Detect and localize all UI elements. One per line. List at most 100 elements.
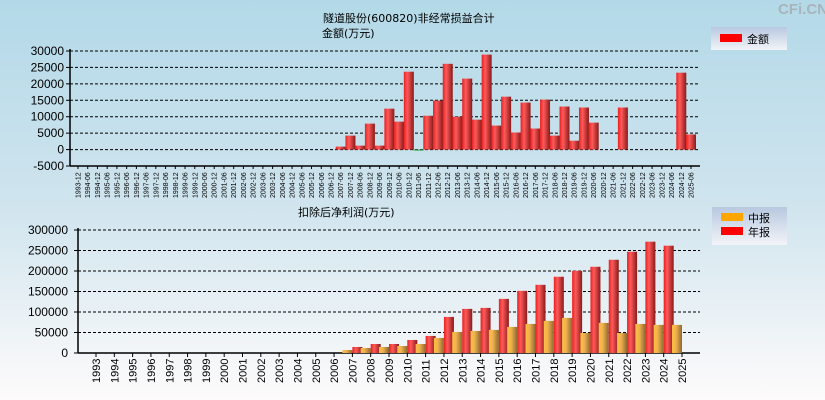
bar-interim (470, 330, 481, 353)
chart-title: 隧道股份(600820)非经常损益合计 (323, 11, 495, 25)
x-tick-label: 2005-06 (299, 172, 306, 198)
y-tick-label: 25000 (31, 60, 65, 74)
bar (374, 145, 385, 150)
bar (549, 135, 560, 150)
bar-annual (627, 251, 638, 353)
bar (403, 71, 414, 150)
x-tick-label: 2022-12 (640, 172, 647, 198)
x-tick-label: 2004 (292, 359, 304, 383)
x-tick-label: 2005 (311, 359, 323, 383)
chart-title: 扣除后净利润(万元) (298, 205, 395, 219)
y-axis-label: 金额(万元) (322, 26, 375, 40)
x-tick-label: 2009-06 (377, 172, 384, 198)
x-tick-label: 2016-12 (523, 172, 530, 198)
x-tick-label: 2014 (476, 359, 488, 383)
x-tick-label: 2011-06 (416, 173, 423, 198)
x-tick-label: 2001 (238, 359, 250, 383)
y-tick-label: 50000 (35, 326, 69, 340)
y-tick-label: 20000 (31, 77, 65, 91)
bar-interim (433, 337, 444, 353)
bar-annual (517, 290, 528, 353)
x-tick-label: 1997-06 (144, 172, 151, 198)
bar (491, 125, 502, 150)
bar-interim (635, 323, 646, 353)
y-tick-label: 300000 (28, 223, 68, 237)
bar-interim (452, 331, 463, 353)
bar (501, 96, 512, 150)
bar (686, 134, 696, 150)
x-tick-label: 2011 (421, 359, 433, 383)
bar (578, 107, 589, 150)
bar-annual (608, 259, 619, 353)
x-tick-label: 2020 (585, 359, 597, 383)
x-tick-label: 2016 (512, 359, 524, 383)
x-tick-label: 1998-12 (173, 172, 180, 198)
bar (442, 63, 453, 150)
bar-annual (370, 343, 381, 353)
x-tick-label: 2005-12 (309, 172, 316, 198)
bar-interim (543, 320, 554, 353)
y-tick-label: 150000 (28, 285, 68, 299)
bar-annual (352, 346, 363, 353)
bar (452, 116, 463, 150)
bar (588, 122, 599, 150)
bar-interim (397, 345, 408, 353)
bar (569, 140, 580, 150)
x-tick-label: 2020-12 (601, 172, 608, 198)
bar-annual (498, 298, 509, 353)
x-tick-label: 2024 (659, 359, 671, 383)
x-tick-label: 1998 (183, 359, 195, 383)
x-tick-label: 1994-12 (95, 172, 102, 198)
x-tick-label: 1999-06 (183, 172, 190, 198)
bar-annual (645, 241, 656, 353)
x-tick-label: 2017-12 (543, 172, 550, 198)
bar (345, 135, 356, 150)
bar-interim (617, 332, 628, 353)
x-tick-label: 2018-06 (552, 172, 559, 198)
bar-interim (415, 343, 426, 353)
x-tick-label: 2006-12 (328, 172, 335, 198)
bar (462, 78, 473, 150)
x-tick-label: 2022 (622, 359, 634, 383)
bar (520, 102, 531, 150)
x-tick-label: 1999-12 (192, 172, 199, 198)
x-tick-label: 2002-06 (241, 172, 248, 198)
x-tick-label: 2007-12 (348, 172, 355, 198)
y-tick-label: -5000 (33, 159, 64, 173)
x-tick-label: 2015-06 (494, 172, 501, 198)
x-tick-label: 2002 (256, 359, 268, 383)
x-tick-label: 2017 (531, 359, 543, 383)
x-tick-label: 2002-12 (251, 172, 258, 198)
bar-annual (480, 307, 491, 353)
x-tick-label: 2009-12 (387, 172, 394, 198)
x-tick-label: 2021-12 (620, 172, 627, 198)
bar-interim (598, 322, 609, 353)
x-tick-label: 2019 (567, 359, 579, 383)
y-tick-label: 0 (61, 346, 68, 360)
bar-annual (535, 284, 546, 353)
bar-annual (389, 343, 399, 353)
x-tick-label: 1997 (164, 359, 176, 383)
x-tick-label: 2008-12 (367, 172, 374, 198)
x-tick-label: 1995-12 (114, 172, 121, 198)
x-tick-label: 2012-12 (445, 172, 452, 198)
x-tick-label: 2022-06 (630, 172, 637, 198)
x-tick-label: 2012 (439, 359, 451, 383)
x-tick-label: 2010-06 (397, 172, 404, 198)
x-tick-label: 1993 (91, 359, 103, 383)
x-tick-label: 2010 (402, 359, 414, 383)
watermark-logo: CFi.CN (778, 1, 825, 18)
x-tick-label: 2023-12 (659, 172, 666, 198)
legend-label-interim: 中报 (748, 211, 770, 225)
bar (676, 72, 687, 150)
bar (481, 54, 492, 150)
x-tick-label: 2007 (347, 359, 359, 383)
bar (355, 145, 366, 150)
y-tick-label: 10000 (31, 110, 65, 124)
legend-swatch-annual (721, 227, 743, 235)
x-tick-label: 2014-06 (474, 172, 481, 198)
bar-annual (425, 335, 436, 353)
x-tick-label: 2011-12 (426, 173, 433, 198)
bar (384, 108, 395, 150)
